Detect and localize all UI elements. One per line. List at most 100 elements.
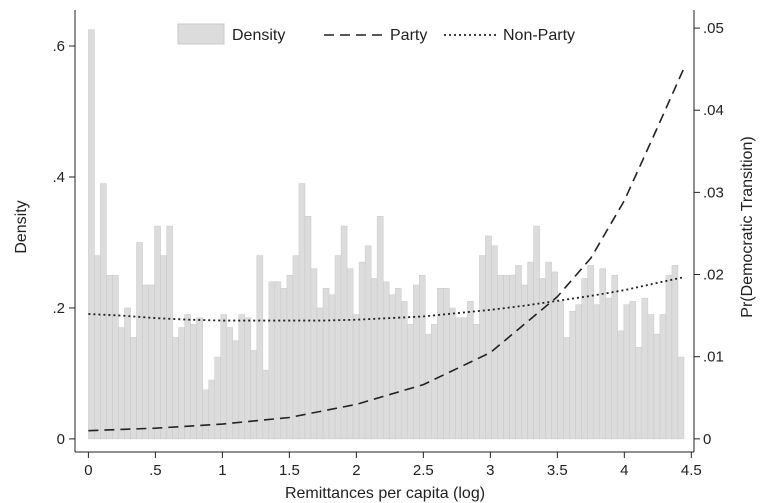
tick-marks: 0.5 1 1.5 2 2.5 3 3.5 4 4.50.2.4.60.01.02.03.04.… bbox=[52, 20, 723, 479]
axes bbox=[74, 10, 695, 453]
histogram-bar bbox=[581, 278, 588, 440]
legend-density-label: Density bbox=[232, 27, 285, 44]
histogram-bar bbox=[575, 304, 582, 440]
histogram-bar bbox=[202, 389, 209, 440]
histogram-bar bbox=[118, 327, 125, 440]
histogram-bar bbox=[557, 301, 564, 440]
histogram-bar bbox=[88, 29, 95, 440]
histogram-bar bbox=[671, 265, 679, 440]
histogram-bar bbox=[677, 356, 685, 440]
histogram-bar bbox=[346, 268, 354, 440]
y-right-tick-label: .02 bbox=[703, 267, 724, 284]
y-left-tick-label: .2 bbox=[52, 300, 65, 317]
histogram-bar bbox=[461, 317, 468, 440]
histogram-bar bbox=[437, 288, 444, 440]
y-right-tick-label: 0 bbox=[703, 431, 711, 448]
y-right-axis-title: Pr(Democratic Transition) bbox=[739, 136, 756, 317]
legend-nonparty-label: Non-Party bbox=[503, 27, 575, 44]
x-tick-label: 3.5 bbox=[547, 462, 568, 479]
histogram-bar bbox=[406, 324, 414, 440]
histogram-bar bbox=[262, 369, 270, 440]
histogram-bar bbox=[232, 340, 240, 440]
histogram-bar bbox=[413, 284, 420, 440]
histogram-bar bbox=[503, 274, 510, 440]
histogram-bar bbox=[154, 225, 161, 440]
histogram-bar bbox=[250, 350, 258, 440]
histogram-bar bbox=[545, 261, 552, 440]
histogram-bars bbox=[88, 29, 685, 440]
histogram-bar bbox=[635, 346, 643, 440]
series-line-non-party bbox=[88, 276, 685, 322]
histogram-bar bbox=[358, 261, 366, 440]
histogram-bar bbox=[515, 265, 522, 440]
histogram-bar bbox=[370, 278, 378, 440]
histogram-bar bbox=[328, 294, 336, 440]
legend: Density Party Non-Party bbox=[177, 23, 575, 45]
histogram-bar bbox=[533, 225, 540, 440]
histogram-bar bbox=[617, 330, 625, 440]
x-tick-label: 1.5 bbox=[279, 462, 300, 479]
histogram-bar bbox=[148, 284, 155, 440]
histogram-bar bbox=[322, 288, 330, 440]
histogram-bar bbox=[112, 274, 119, 440]
histogram-bar bbox=[641, 297, 649, 440]
x-tick-label: 4 bbox=[620, 462, 628, 479]
histogram-bar bbox=[473, 324, 480, 440]
histogram-bar bbox=[142, 284, 149, 440]
x-tick-label: .5 bbox=[149, 462, 162, 479]
histogram-bar bbox=[100, 183, 107, 440]
histogram-bar bbox=[298, 183, 306, 440]
y-left-tick-label: .6 bbox=[52, 38, 65, 55]
histogram-bar bbox=[184, 314, 191, 440]
histogram-bar bbox=[629, 301, 637, 440]
y-right-tick-label: .01 bbox=[703, 349, 724, 366]
histogram-bar bbox=[94, 255, 101, 440]
histogram-bar bbox=[226, 327, 234, 440]
x-tick-label: 4.5 bbox=[681, 462, 702, 479]
histogram-bar bbox=[653, 333, 661, 440]
histogram-bar bbox=[160, 255, 167, 440]
y-left-axis-title: Density bbox=[13, 200, 30, 253]
x-tick-label: 0 bbox=[84, 462, 92, 479]
histogram-bar bbox=[172, 337, 179, 440]
x-tick-label: 2 bbox=[352, 462, 360, 479]
histogram-bar bbox=[286, 274, 294, 440]
histogram-bar bbox=[611, 274, 619, 440]
histogram-bar bbox=[352, 314, 360, 440]
histogram-bar bbox=[178, 327, 185, 440]
histogram-bar bbox=[509, 274, 516, 440]
series-lines bbox=[88, 66, 686, 432]
y-right-tick-label: .05 bbox=[703, 20, 724, 37]
histogram-bar bbox=[256, 255, 264, 440]
histogram-bar bbox=[449, 307, 456, 440]
y-right-tick-label: .04 bbox=[703, 102, 724, 119]
histogram-bar bbox=[665, 274, 673, 440]
histogram-bar bbox=[425, 333, 432, 440]
histogram-bar bbox=[238, 314, 246, 440]
x-tick-label: 2.5 bbox=[413, 462, 434, 479]
histogram-bar bbox=[124, 307, 131, 440]
histogram-bar bbox=[130, 337, 137, 440]
x-axis-title: Remittances per capita (log) bbox=[285, 485, 485, 502]
histogram-bar bbox=[605, 297, 613, 440]
histogram-bar bbox=[647, 314, 655, 440]
histogram-bar bbox=[292, 255, 300, 440]
x-tick-label: 3 bbox=[486, 462, 494, 479]
histogram-bar bbox=[563, 337, 570, 440]
legend-party-label: Party bbox=[390, 27, 427, 44]
histogram-bar bbox=[443, 288, 450, 440]
histogram-bar bbox=[479, 255, 486, 440]
histogram-bar bbox=[208, 379, 215, 440]
histogram-bar bbox=[521, 284, 528, 440]
histogram-bar bbox=[485, 235, 492, 440]
histogram-bar bbox=[304, 216, 312, 440]
histogram-bar bbox=[196, 317, 203, 440]
y-right-tick-label: .03 bbox=[703, 184, 724, 201]
histogram-bar bbox=[190, 324, 197, 440]
histogram-bar bbox=[106, 274, 113, 440]
histogram-bar bbox=[394, 288, 402, 440]
histogram-bar bbox=[593, 304, 600, 440]
histogram-bar bbox=[220, 314, 228, 440]
histogram-bar bbox=[497, 274, 504, 440]
